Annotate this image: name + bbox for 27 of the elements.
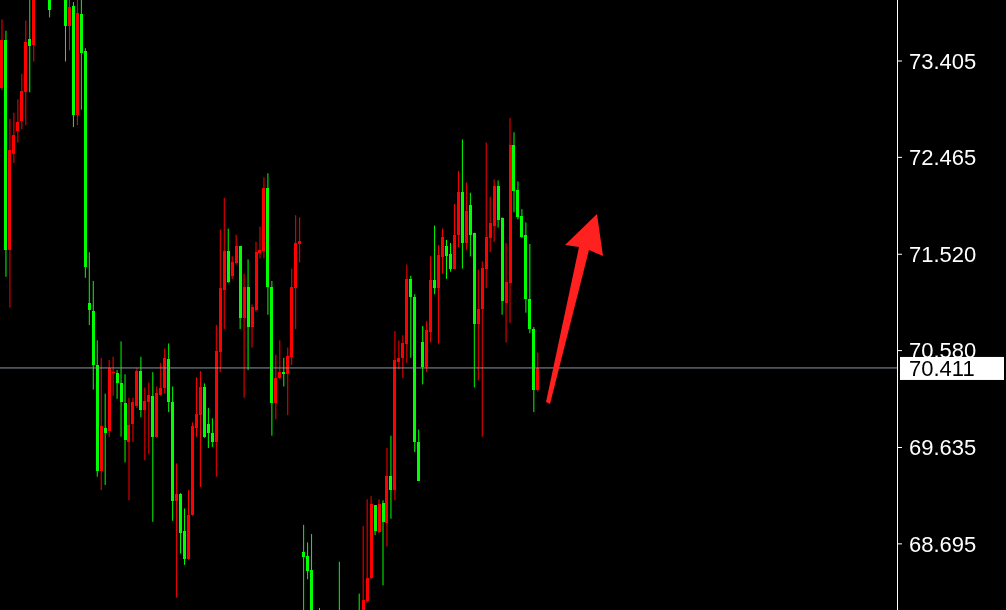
candlestick [127,397,131,501]
candlestick [389,435,393,520]
candlestick [358,593,360,610]
candlestick [319,607,321,610]
y-tick-label: 68.695 [909,531,977,557]
candlestick [536,352,540,393]
candlestick [210,417,214,448]
candlestick [28,0,32,93]
candlestick [433,225,437,295]
y-tick-label: 69.635 [909,435,977,461]
candlestick [67,0,71,51]
y-tick-label: 71.520 [909,241,977,267]
candlestick [175,462,179,599]
candlestick [302,524,306,610]
candlestick [409,275,413,359]
candlestick [445,239,449,280]
y-tick-label: 72.465 [909,145,977,171]
candlestick [338,561,340,610]
candlestick [476,269,480,381]
candlestick [143,387,147,461]
candlestick [103,393,107,486]
y-tick-label: 73.405 [909,48,977,74]
candlestick [278,339,282,380]
candlestick [282,357,286,387]
candlestick [87,251,91,326]
candlestick [381,499,385,586]
candlestick [448,242,452,273]
